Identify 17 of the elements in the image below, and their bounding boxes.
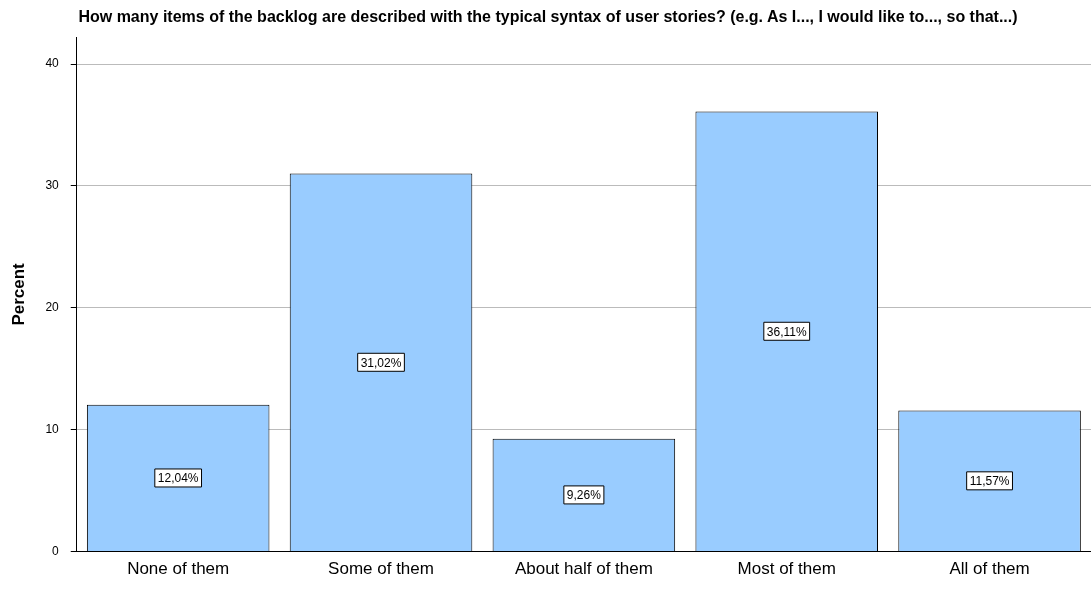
data-label: 9,26%	[566, 488, 602, 503]
x-tick-label: About half of them	[514, 559, 653, 579]
x-tick-label: Some of them	[328, 559, 434, 579]
y-axis-title: Percent	[8, 262, 28, 326]
x-tick-label: All of them	[949, 559, 1030, 579]
data-label: 12,04%	[157, 471, 199, 486]
x-tick-label: None of them	[127, 559, 230, 579]
y-tick-label: 0	[52, 543, 60, 558]
y-tick-label: 30	[45, 178, 60, 193]
data-label: 11,57%	[969, 474, 1010, 489]
y-tick-label: 40	[45, 56, 60, 71]
data-label: 31,02%	[360, 355, 402, 370]
y-tick-label: 20	[45, 300, 60, 315]
x-tick-label: Most of them	[737, 559, 836, 579]
data-label: 36,11%	[766, 324, 807, 339]
y-tick-label: 10	[45, 422, 60, 437]
chart-title: How many items of the backlog are described with the typical syntax of user stories? (e.g. As I..., I would like to..., so that...)	[78, 8, 1018, 26]
